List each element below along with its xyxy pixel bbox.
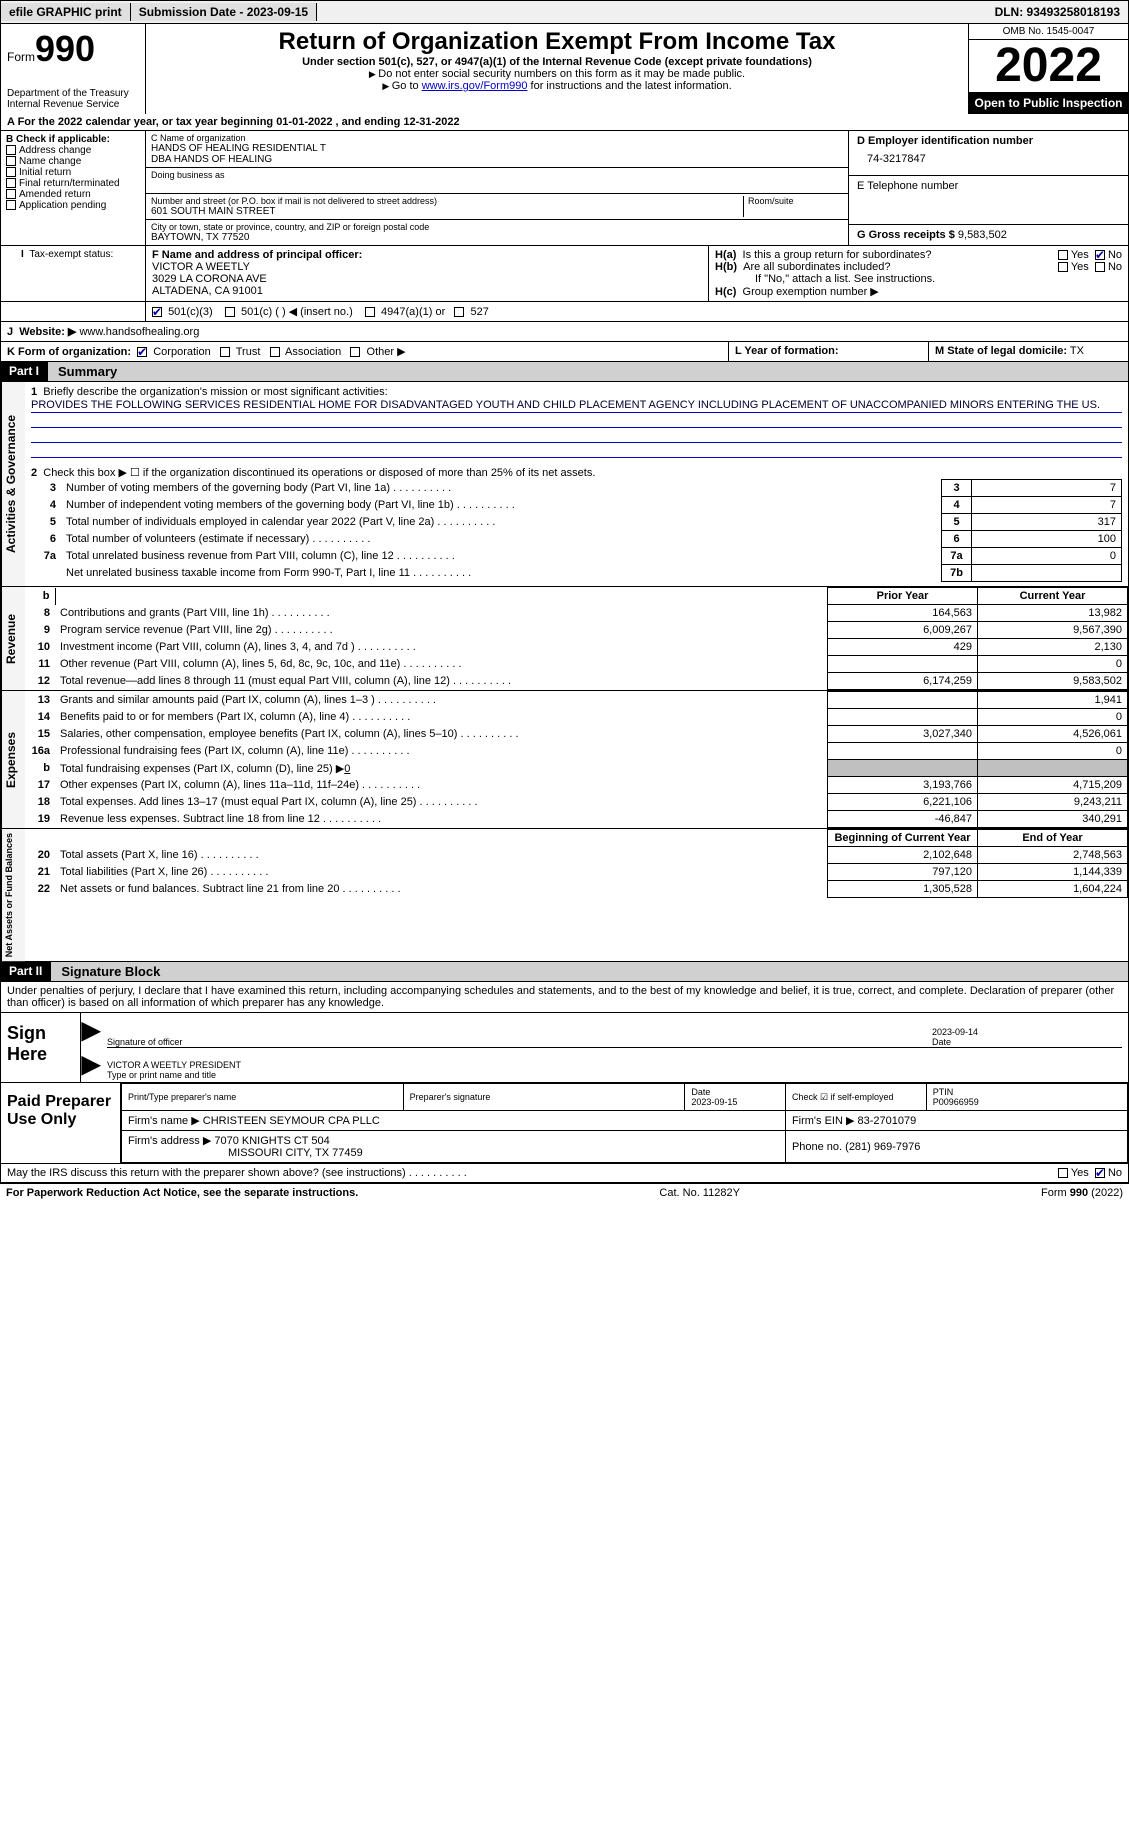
row-klm: K Form of organization: Corporation Trus… (0, 342, 1129, 362)
top-bar: efile GRAPHIC print Submission Date - 20… (0, 0, 1129, 24)
penalty-statement: Under penalties of perjury, I declare th… (0, 982, 1129, 1013)
section-activities: Activities & Governance 1 Briefly descri… (0, 382, 1129, 587)
section-revenue: Revenue bPrior YearCurrent Year8Contribu… (0, 587, 1129, 691)
efile-print-button[interactable]: efile GRAPHIC print (1, 3, 131, 21)
dln-label: DLN: 93493258018193 (987, 3, 1128, 21)
form-header: Form990 Department of the Treasury Inter… (0, 24, 1129, 114)
org-name-1: HANDS OF HEALING RESIDENTIAL T (151, 143, 843, 154)
website-link[interactable]: www.handsofhealing.org (79, 326, 199, 338)
form-subtitle-3: Go to www.irs.gov/Form990 for instructio… (150, 80, 964, 92)
form-subtitle-1: Under section 501(c), 527, or 4947(a)(1)… (150, 56, 964, 68)
discuss-row: May the IRS discuss this return with the… (0, 1164, 1129, 1183)
section-net-assets: Net Assets or Fund Balances Beginning of… (0, 829, 1129, 962)
sign-here-block: Sign Here ▶▶ Signature of officer 2023-0… (0, 1013, 1129, 1083)
tax-year: 2022 (969, 40, 1128, 92)
submission-date-label: Submission Date - 2023-09-15 (131, 3, 317, 21)
summary-table-revenue: bPrior YearCurrent Year8Contributions an… (25, 587, 1128, 690)
org-city: BAYTOWN, TX 77520 (151, 232, 843, 243)
section-expenses: Expenses 13Grants and similar amounts pa… (0, 691, 1129, 829)
row-j: J Website: ▶ www.handsofhealing.org (0, 322, 1129, 342)
block-b-g: B Check if applicable: Address change Na… (0, 131, 1129, 246)
part-ii-header: Part II Signature Block (0, 962, 1129, 982)
mission-text: PROVIDES THE FOLLOWING SERVICES RESIDENT… (31, 398, 1122, 413)
summary-table-expenses: 13Grants and similar amounts paid (Part … (25, 691, 1128, 828)
section-c: C Name of organization HANDS OF HEALING … (146, 131, 848, 245)
gross-receipts: 9,583,502 (958, 229, 1007, 241)
form-subtitle-2: Do not enter social security numbers on … (150, 68, 964, 80)
ein-value: 74-3217847 (857, 147, 1120, 171)
block-f-h: I Tax-exempt status: F Name and address … (0, 246, 1129, 302)
irs-link[interactable]: www.irs.gov/Form990 (422, 80, 528, 92)
row-a-tax-year: A For the 2022 calendar year, or tax yea… (0, 114, 1129, 131)
summary-table-top: 3Number of voting members of the governi… (31, 479, 1122, 582)
dept-label: Department of the Treasury Internal Reve… (7, 88, 139, 110)
open-to-public: Open to Public Inspection (969, 92, 1128, 114)
omb-number: OMB No. 1545-0047 (969, 24, 1128, 40)
part-i-header: Part I Summary (0, 362, 1129, 382)
row-i: 501(c)(3) 501(c) ( ) ◀ (insert no.) 4947… (0, 302, 1129, 322)
form-number: Form990 (7, 28, 139, 70)
section-b: B Check if applicable: Address change Na… (1, 131, 146, 245)
paid-preparer-block: Paid Preparer Use Only Print/Type prepar… (0, 1083, 1129, 1164)
form-title: Return of Organization Exempt From Incom… (150, 28, 964, 56)
section-d-e-g: D Employer identification number 74-3217… (848, 131, 1128, 245)
org-name-2: DBA HANDS OF HEALING (151, 154, 843, 165)
page-footer: For Paperwork Reduction Act Notice, see … (0, 1183, 1129, 1202)
org-address: 601 SOUTH MAIN STREET (151, 206, 743, 217)
summary-table-net: Beginning of Current YearEnd of Year20To… (25, 829, 1128, 898)
